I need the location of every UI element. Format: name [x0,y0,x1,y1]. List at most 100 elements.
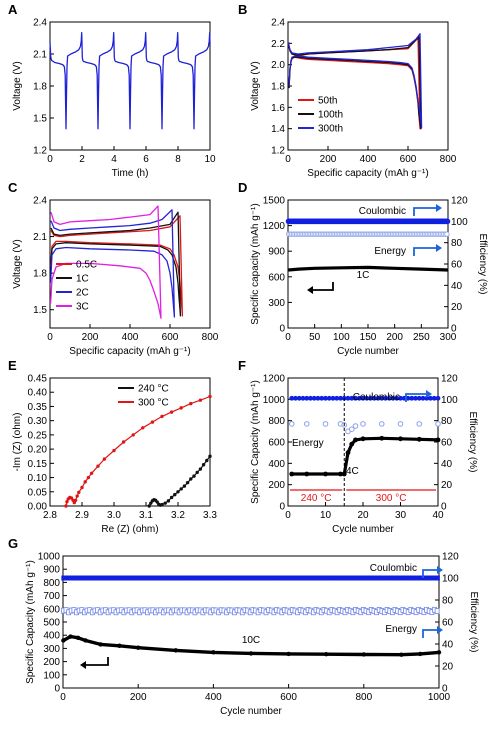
arrow-coulombic-head [437,566,443,574]
point-coulombic [149,575,154,581]
nyquist-point [208,454,212,458]
y-tick-label: 0.30 [28,416,48,427]
x-axis-label: Cycle number [332,524,394,535]
panel-a: A 0 2 4 6 8 10 1.2 1.5 1.8 2.1 2.4 Time (h) Voltage … [8,2,216,179]
x-tick-label: 400 [122,332,139,343]
point-coulombic [165,575,170,581]
y2-tick-label: 80 [451,238,463,249]
x-tick-label: 3.2 [171,510,185,521]
legend-label: 100th [318,110,343,121]
nyquist-point [205,458,209,463]
x-tick-label: 2.8 [43,510,57,521]
point-coulombic [131,575,136,581]
nyquist-point [192,474,196,478]
y-tick-label: 600 [43,604,60,615]
x-axis-label: Time (h) [112,168,149,179]
y-tick-label: 2.1 [33,50,47,61]
point-coulombic [205,575,210,581]
point-coulombic [239,575,244,581]
legend-label: 0.5C [76,260,97,271]
point-coulombic [232,575,237,581]
point-coulombic [169,575,174,581]
x-tick-label: 3.1 [139,510,153,521]
point-coulombic [68,575,73,581]
point-capacity [360,436,366,442]
point-coulombic [416,395,422,401]
y-tick-label: 700 [43,591,60,602]
point-coulombic [429,575,434,581]
point-coulombic [108,575,113,581]
point-capacity [398,436,403,442]
point-capacity [418,651,423,657]
point-coulombic [415,575,420,581]
point-coulombic [158,575,163,581]
point-coulombic [424,395,430,401]
voltage-time-line [49,32,211,130]
point-energy [322,421,329,427]
point-coulombic [354,575,359,581]
y-tick-label: 0 [279,324,285,335]
point-coulombic [420,395,426,401]
y-tick-label: 2.0 [271,60,285,71]
point-coulombic [156,575,161,581]
point-coulombic [431,575,436,581]
point-coulombic [138,575,143,581]
point-coulombic [368,395,373,401]
point-coulombic [187,575,192,581]
series-line-3C [49,205,162,319]
series-line-1C [49,211,182,317]
annotation-1c: 1C [357,270,370,281]
nyquist-point [64,504,68,508]
point-coulombic [223,575,228,581]
y-tick-label: 600 [268,438,285,449]
point-coulombic [296,395,302,401]
point-coulombic [356,395,362,401]
point-coulombic [92,575,97,581]
point-coulombic [210,575,215,581]
point-coulombic [349,395,355,401]
nyquist-point [80,485,84,490]
x-tick-label: 20 [357,510,369,521]
y-axis-label: Voltage (V) [12,61,23,110]
nyquist-line [65,395,211,507]
y-tick-label: 1000 [38,552,61,563]
point-coulombic [277,575,282,581]
point-coulombic [402,575,407,581]
legend-label: 300 °C [138,398,169,409]
point-coulombic [70,575,75,581]
point-energy [397,421,404,427]
point-energy [378,421,385,427]
arrow-coulombic-head [426,390,432,398]
nyquist-point [89,471,94,475]
point-capacity [353,437,358,443]
x-tick-label: 200 [386,332,403,343]
panel-e: E 2.8 2.9 3.0 3.1 3.2 3.3 0.00 0.05 0.10 0.15 0.20… [8,358,217,535]
y-tick-label: 900 [268,247,285,258]
y-tick-label: 1.5 [33,305,47,316]
nyquist-point [182,484,187,488]
point-coulombic [411,575,416,581]
point-coulombic [364,395,370,401]
point-coulombic [397,575,402,581]
point-coulombic [329,575,334,581]
point-coulombic [428,395,433,401]
y-axis-label: Specific Capacity (mAh g⁻¹) [250,380,261,504]
point-capacity [399,652,404,657]
panel-f: F 0 10 20 30 4002004006008001000120002040608… [238,358,478,535]
arrow-coulombic [405,393,426,402]
series-line-300th [287,33,423,129]
nyquist-point [198,398,203,402]
point-coulombic [309,575,314,581]
point-capacity [68,634,73,639]
arrow-energy-head [437,626,443,634]
point-coulombic [151,575,156,581]
point-coulombic [375,395,381,401]
y-tick-label: 0.10 [28,473,48,484]
point-coulombic [171,575,176,581]
annotation-10c: 10C [242,635,260,646]
annotation-coulombic: Coulombic [359,206,406,217]
point-coulombic [194,575,199,581]
point-coulombic [413,575,418,581]
arrow-energy-head [436,244,442,252]
y-axis-label: Specific capacity (mAh g⁻¹) [250,203,261,324]
